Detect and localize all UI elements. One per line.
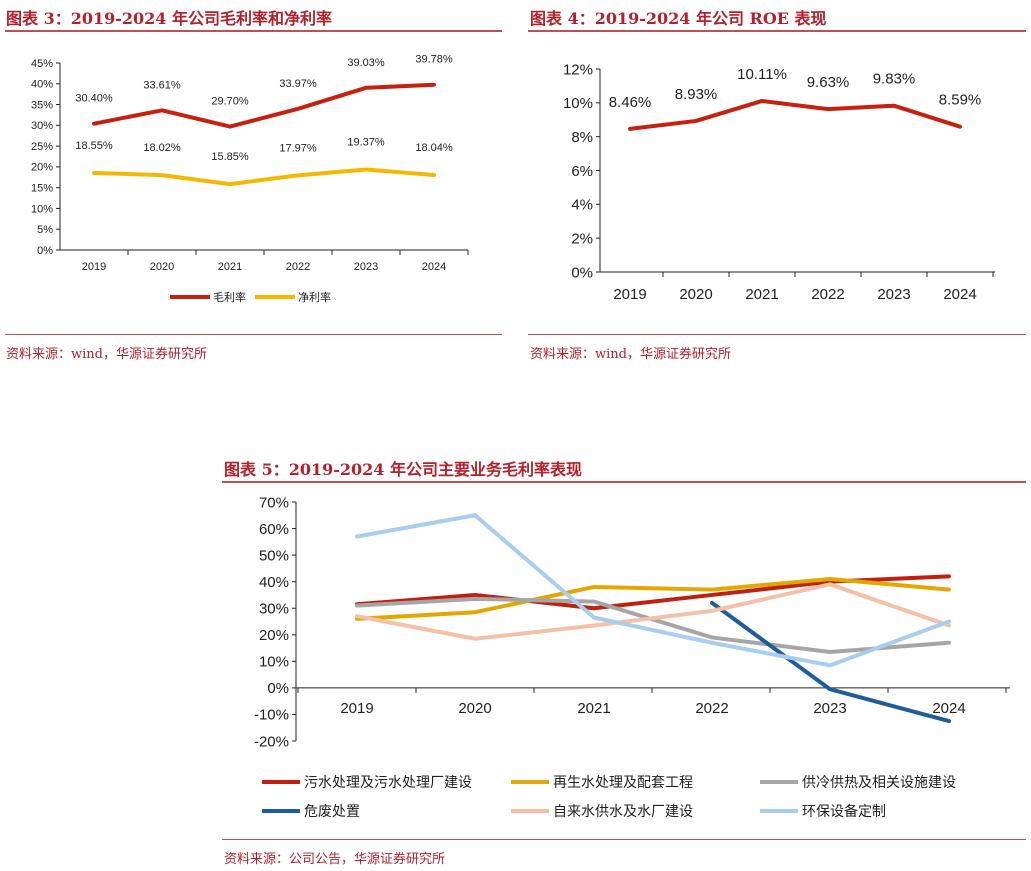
data-label: 8.59% [939,92,982,109]
legend-label: 自来水供水及水厂建设 [553,803,693,819]
series-line [92,167,436,187]
legend-label: 净利率 [298,290,331,304]
y-tick-label: 20% [259,627,289,644]
x-tick-label: 2023 [877,286,910,303]
y-tick-label: 15% [31,183,53,195]
series-line [355,513,951,668]
legend-label: 供冷供热及相关设施建设 [802,774,956,790]
x-tick-label: 2024 [422,261,446,273]
y-tick-label: 25% [31,141,53,153]
x-tick-label: 2021 [577,700,610,717]
x-tick-label: 2023 [354,261,378,273]
y-tick-label: 2% [571,230,593,247]
y-tick-label: 6% [571,163,593,180]
y-tick-label: 35% [31,99,53,111]
x-tick-label: 2019 [613,286,646,303]
y-tick-label: 70% [259,494,289,511]
data-label: 33.97% [279,78,317,90]
figure-5-source: 资料来源：公司公告，华源证券研究所 [224,852,446,867]
y-tick-label: 30% [259,600,289,617]
y-tick-label: 0% [267,680,289,697]
y-tick-label: 40% [259,574,289,591]
series-line [92,82,436,129]
data-label: 18.55% [75,140,113,152]
divider [5,30,502,32]
series-line [628,98,962,131]
x-tick-label: 2020 [679,286,712,303]
x-tick-label: 2020 [458,700,491,717]
divider [222,839,1026,840]
y-tick-label: -10% [254,707,289,724]
data-label: 39.78% [415,54,453,66]
x-tick-label: 2021 [745,286,778,303]
data-label: 18.04% [415,142,453,154]
y-tick-label: 20% [31,162,53,174]
x-tick-label: 2022 [811,286,844,303]
data-label: 17.97% [279,142,317,154]
x-tick-label: 2022 [695,700,728,717]
y-tick-label: 40% [31,79,53,91]
data-label: 30.40% [75,93,113,105]
data-label: 9.63% [807,74,850,91]
divider [5,334,502,335]
data-label: 9.83% [873,71,916,88]
series-line [355,582,951,641]
legend-label: 再生水处理及配套工程 [553,774,693,790]
legend-label: 环保设备定制 [802,803,886,819]
y-tick-label: 4% [571,197,593,214]
data-label: 39.03% [347,57,385,69]
figure-4-title: 图表 4：2019-2024 年公司 ROE 表现 [530,9,827,28]
figure-4-source: 资料来源：wind，华源证券研究所 [530,347,731,362]
y-tick-label: 50% [259,547,289,564]
x-tick-label: 2024 [932,700,965,717]
data-label: 33.61% [143,79,181,91]
x-tick-label: 2019 [82,261,106,273]
x-tick-label: 2021 [218,261,242,273]
data-label: 29.70% [211,96,249,108]
data-label: 8.93% [675,86,718,103]
data-label: 18.02% [143,142,181,154]
series-line [355,596,951,655]
data-label: 10.11% [737,66,787,83]
y-tick-label: 12% [563,61,593,78]
series-line [355,577,951,621]
figure-3-title: 图表 3：2019-2024 年公司毛利率和净利率 [6,9,332,28]
legend-label: 污水处理及污水处理厂建设 [304,774,472,790]
y-tick-label: 60% [259,521,289,538]
x-tick-label: 2022 [286,261,310,273]
divider [222,481,1026,483]
data-label: 19.37% [347,137,385,149]
y-tick-label: 45% [31,58,53,70]
x-tick-label: 2024 [943,286,976,303]
legend-label: 危废处置 [304,803,360,819]
y-tick-label: 0% [571,264,593,281]
data-label: 15.85% [211,151,249,163]
y-tick-label: 10% [31,203,53,215]
figure-5-title: 图表 5：2019-2024 年公司主要业务毛利率表现 [224,460,582,479]
divider [528,30,1026,32]
legend-label: 毛利率 [213,290,246,304]
y-tick-label: 30% [31,120,53,132]
x-tick-label: 2019 [340,700,373,717]
y-tick-label: 10% [563,95,593,112]
divider [528,334,1026,335]
x-tick-label: 2020 [150,261,174,273]
x-tick-label: 2023 [813,700,846,717]
y-tick-label: 0% [37,245,53,257]
y-tick-label: 8% [571,129,593,146]
figure-3-source: 资料来源：wind，华源证券研究所 [6,347,207,362]
y-tick-label: 10% [259,654,289,671]
data-label: 8.46% [609,94,652,111]
y-tick-label: -20% [254,733,289,750]
y-tick-label: 5% [37,224,53,236]
